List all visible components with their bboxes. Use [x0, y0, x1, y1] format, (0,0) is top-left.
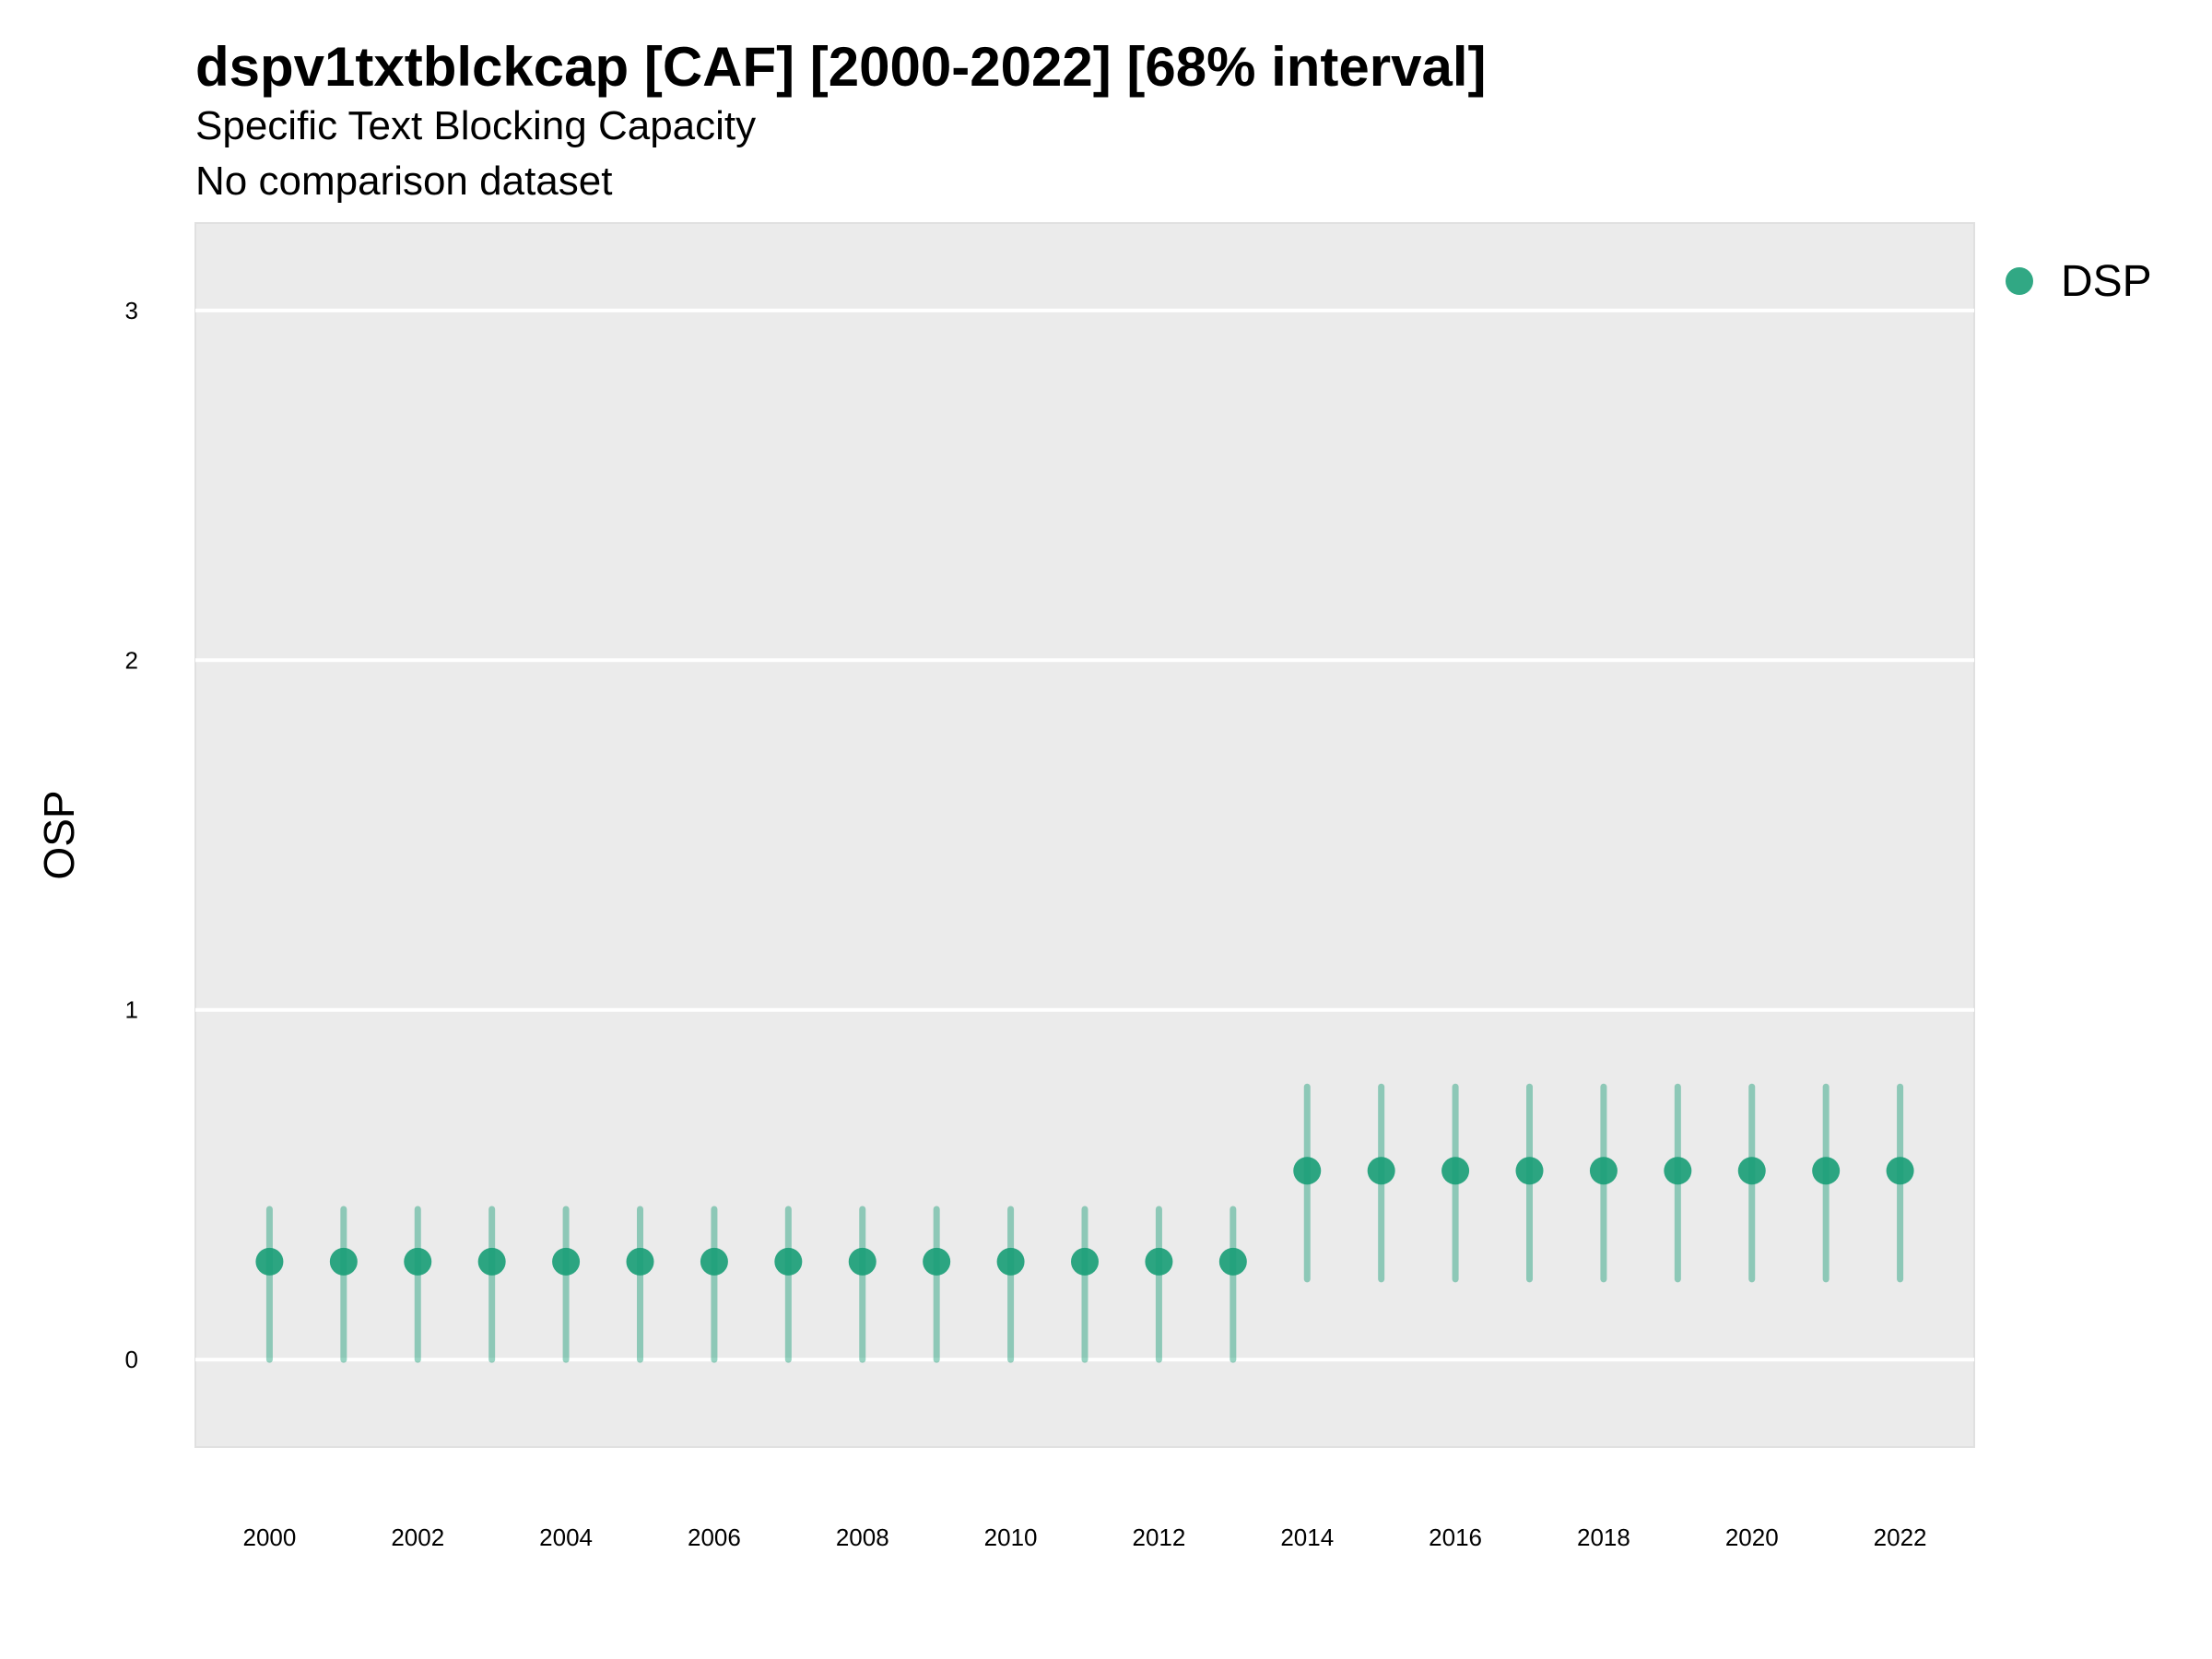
grid-lines	[195, 308, 1974, 1362]
chart-subtitle-variable: Specific Text Blocking Capacity	[195, 103, 757, 148]
data-point-2003	[477, 1247, 506, 1276]
data-point-2018	[1589, 1157, 1618, 1185]
data-point-2000	[255, 1247, 284, 1276]
data-point-2017	[1515, 1157, 1544, 1185]
x-tick-label-2014: 2014	[1280, 1524, 1334, 1551]
data-point-2001	[329, 1247, 358, 1276]
chart-title: dspv1txtblckcap [CAF] [2000-2022] [68% i…	[195, 36, 1487, 98]
x-tick-label-2012: 2012	[1132, 1524, 1185, 1551]
y-tick-label-1: 1	[125, 996, 138, 1024]
data-point-2016	[1441, 1157, 1470, 1185]
data-point-2014	[1293, 1157, 1322, 1185]
y-tick-label-2: 2	[125, 646, 138, 674]
data-point-2002	[404, 1247, 432, 1276]
legend-dsp-marker	[2006, 267, 2033, 295]
x-tick-label-2010: 2010	[984, 1524, 1038, 1551]
data-point-2006	[700, 1247, 728, 1276]
data-point-2015	[1367, 1157, 1395, 1185]
data-point-2013	[1218, 1247, 1247, 1276]
data-point-2012	[1145, 1247, 1173, 1276]
x-tick-label-2000: 2000	[242, 1524, 296, 1551]
data-point-2005	[626, 1247, 654, 1276]
x-tick-label-2022: 2022	[1874, 1524, 1927, 1551]
data-points	[255, 1157, 1914, 1276]
x-tick-label-2006: 2006	[688, 1524, 741, 1551]
y-tick-label-3: 3	[125, 297, 138, 324]
x-tick-label-2016: 2016	[1429, 1524, 1482, 1551]
x-tick-label-2018: 2018	[1577, 1524, 1630, 1551]
x-axis-ticks: 2000 2002 2004 2006 2008 2010 2012 2014 2016 2018…	[242, 1524, 1926, 1551]
data-point-2008	[848, 1247, 877, 1276]
data-point-2004	[552, 1247, 581, 1276]
y-axis-ticks: 0 1 2 3	[125, 297, 138, 1373]
x-tick-label-2002: 2002	[391, 1524, 444, 1551]
data-point-2021	[1812, 1157, 1841, 1185]
plot-panel	[194, 222, 1975, 1448]
data-point-2020	[1737, 1157, 1766, 1185]
x-tick-label-2004: 2004	[539, 1524, 593, 1551]
y-tick-label-0: 0	[125, 1346, 138, 1373]
data-point-2022	[1886, 1157, 1914, 1185]
chart-legend: DSP	[2006, 249, 2152, 313]
x-tick-label-2020: 2020	[1725, 1524, 1779, 1551]
data-point-2010	[996, 1247, 1025, 1276]
data-point-2019	[1664, 1157, 1692, 1185]
data-point-2009	[923, 1247, 951, 1276]
y-axis-label: OSP	[35, 790, 83, 879]
data-point-2007	[774, 1247, 803, 1276]
x-tick-label-2008: 2008	[836, 1524, 889, 1551]
data-point-2011	[1071, 1247, 1099, 1276]
chart-subtitle-comparison: No comparison dataset	[195, 159, 613, 204]
legend-dsp-label: DSP	[2061, 256, 2152, 306]
